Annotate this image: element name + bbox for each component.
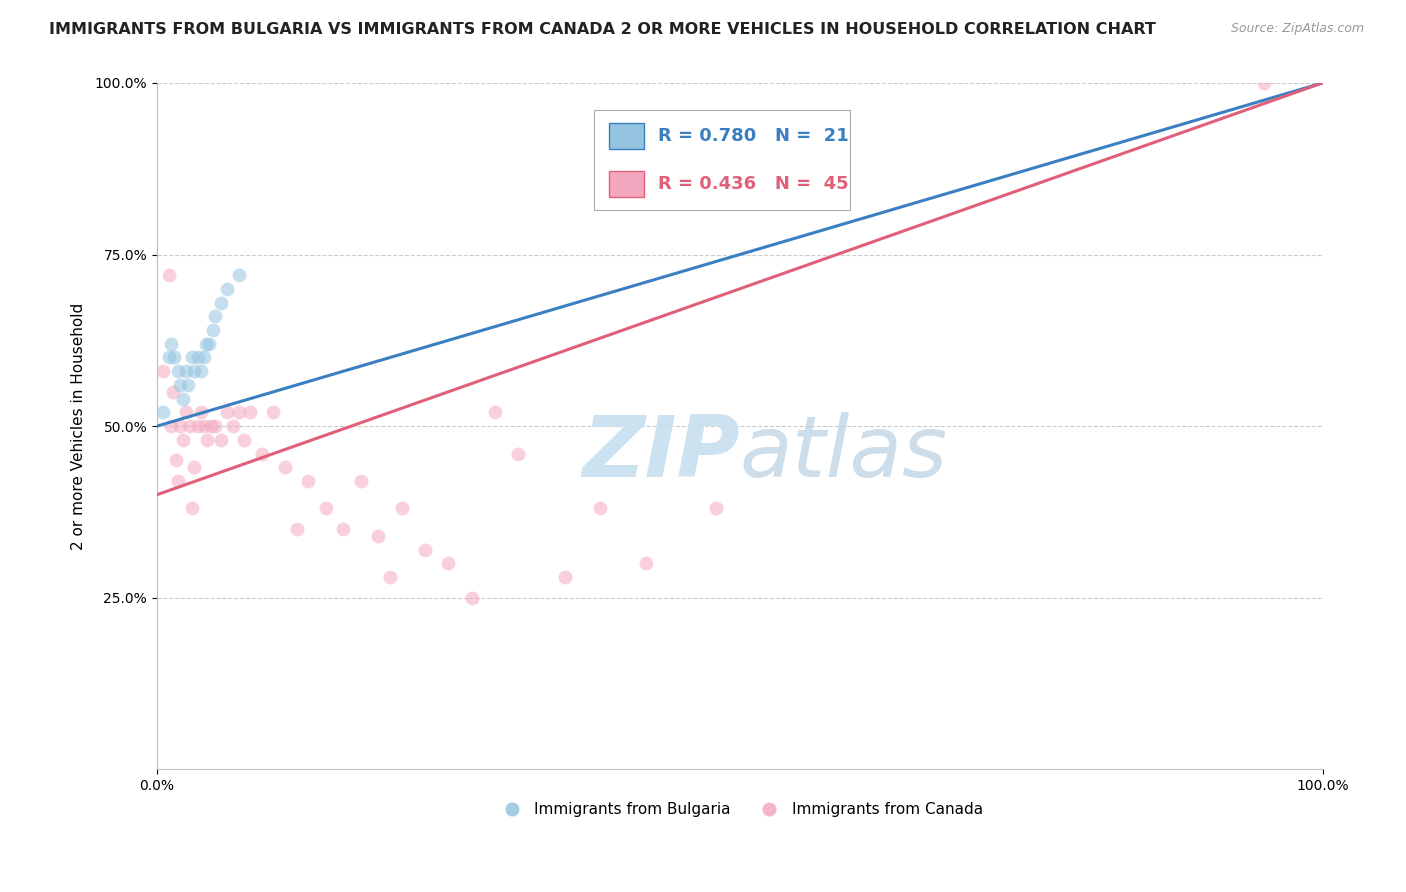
Point — [172, 433, 194, 447]
Point — [391, 501, 413, 516]
Point — [194, 336, 217, 351]
Point — [508, 446, 530, 460]
Point — [484, 405, 506, 419]
Point — [221, 419, 243, 434]
Point — [157, 268, 180, 282]
Point — [215, 405, 238, 419]
Point — [174, 364, 197, 378]
Point — [209, 433, 232, 447]
Point — [332, 522, 354, 536]
Point — [177, 378, 200, 392]
Point — [413, 542, 436, 557]
Point — [180, 351, 202, 365]
Point — [200, 419, 222, 434]
Point — [167, 474, 190, 488]
Point — [169, 419, 191, 434]
FancyBboxPatch shape — [609, 123, 644, 149]
Point — [201, 323, 224, 337]
Point — [190, 405, 212, 419]
Point — [297, 474, 319, 488]
Point — [167, 364, 190, 378]
Point — [378, 570, 401, 584]
Point — [274, 460, 297, 475]
Point — [160, 336, 183, 351]
Point — [250, 446, 273, 460]
Point — [263, 405, 285, 419]
Point — [239, 405, 262, 419]
Point — [187, 419, 209, 434]
Point — [195, 433, 218, 447]
Point — [169, 378, 191, 392]
Text: ZIP: ZIP — [582, 412, 740, 495]
Point — [204, 419, 226, 434]
Point — [187, 351, 209, 365]
Point — [152, 405, 174, 419]
FancyBboxPatch shape — [609, 171, 644, 197]
Point — [174, 405, 197, 419]
Point — [215, 282, 238, 296]
Point — [198, 336, 221, 351]
Point — [172, 392, 194, 406]
Point — [285, 522, 308, 536]
Point — [204, 310, 226, 324]
Text: atlas: atlas — [740, 412, 948, 495]
Point — [162, 384, 184, 399]
Text: Source: ZipAtlas.com: Source: ZipAtlas.com — [1230, 22, 1364, 36]
Point — [157, 351, 180, 365]
Point — [228, 268, 250, 282]
Point — [437, 557, 460, 571]
Text: R = 0.436   N =  45: R = 0.436 N = 45 — [658, 175, 849, 194]
Point — [706, 501, 728, 516]
Point — [636, 557, 658, 571]
Point — [589, 501, 612, 516]
Point — [183, 460, 205, 475]
Point — [190, 364, 212, 378]
Point — [315, 501, 337, 516]
Point — [233, 433, 256, 447]
Point — [554, 570, 576, 584]
Legend: Immigrants from Bulgaria, Immigrants from Canada: Immigrants from Bulgaria, Immigrants fro… — [491, 797, 990, 823]
Point — [209, 295, 232, 310]
Point — [183, 364, 205, 378]
Point — [160, 419, 183, 434]
Text: R = 0.780   N =  21: R = 0.780 N = 21 — [658, 127, 849, 145]
Point — [1253, 76, 1275, 90]
Point — [163, 351, 186, 365]
Point — [367, 529, 389, 543]
Point — [460, 591, 482, 605]
Point — [152, 364, 174, 378]
Text: IMMIGRANTS FROM BULGARIA VS IMMIGRANTS FROM CANADA 2 OR MORE VEHICLES IN HOUSEHO: IMMIGRANTS FROM BULGARIA VS IMMIGRANTS F… — [49, 22, 1156, 37]
Point — [350, 474, 373, 488]
FancyBboxPatch shape — [593, 111, 851, 210]
Y-axis label: 2 or more Vehicles in Household: 2 or more Vehicles in Household — [72, 302, 86, 549]
Point — [193, 351, 215, 365]
Point — [180, 501, 202, 516]
Point — [193, 419, 215, 434]
Point — [179, 419, 201, 434]
Point — [228, 405, 250, 419]
Point — [165, 453, 187, 467]
